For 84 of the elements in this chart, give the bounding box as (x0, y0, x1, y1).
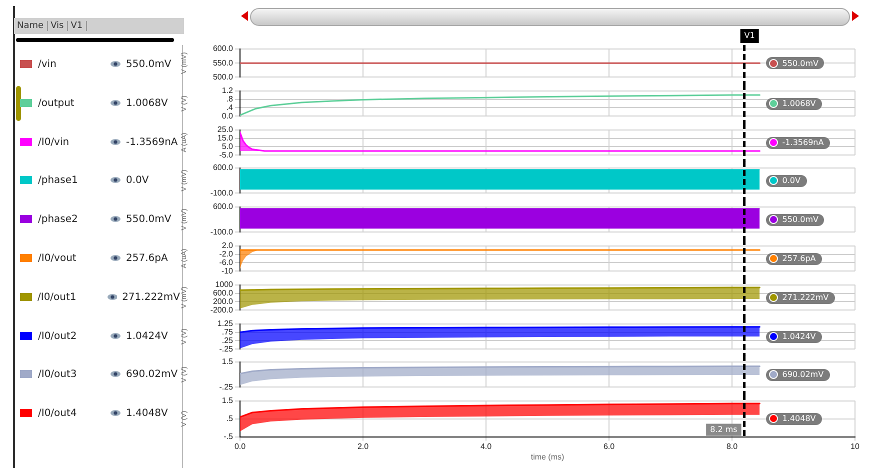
y-tick-label: 0.0 (222, 111, 234, 120)
readout-bubble: 1.0068V (766, 98, 822, 110)
readout-bubble: 1.4048V (766, 412, 822, 425)
y-tick-label: -.5 (224, 432, 234, 442)
text: 550.0mV (126, 214, 172, 224)
x-tick-label: 4.0 (480, 442, 492, 451)
y-tick-label: 2.0 (222, 241, 234, 250)
annotation: 550.0mV (782, 215, 818, 224)
text: -1.3569nA (126, 136, 178, 148)
y-tick-label: 600.0 (212, 288, 234, 298)
ref-line-label: 8.2 ms (710, 424, 738, 434)
ref-line-label: V1 (744, 31, 755, 40)
y-tick-label: .8 (226, 94, 234, 104)
text: 271.222mV (122, 292, 180, 302)
readout-bubble: 0.0V (766, 174, 806, 186)
legend-label: /phase1 (38, 174, 79, 186)
text: 1.0424V (126, 330, 168, 342)
annotation: 271.222mV (782, 293, 829, 302)
x-tick-label: 10 (850, 442, 860, 451)
text: 690.02mV (126, 368, 178, 380)
y-tick-label: .75 (222, 327, 234, 336)
annotation: -1.3569nA (782, 138, 824, 147)
readout-bubble: 271.222mV (766, 292, 835, 304)
text: 257.6pA (126, 252, 168, 264)
text: V1 (68, 21, 87, 31)
y-tick-label: 15.0 (217, 133, 234, 142)
y-tick-label: .4 (226, 102, 234, 112)
x-tick-label: 8.0 (726, 442, 738, 451)
y-tick-label: -100.0 (210, 227, 234, 236)
legend-label: /I0/out2 (38, 330, 78, 342)
text: 1.0068V (126, 98, 168, 108)
x-tick-label: 6.0 (603, 442, 616, 451)
text: 550.0mV (126, 58, 172, 70)
annotation: 690.02mV (782, 370, 824, 379)
text: 0.0V (126, 174, 149, 186)
y-tick-label: 600.0 (212, 163, 234, 172)
readout-bubble: 550.0mV (766, 57, 824, 70)
legend-label: /I0/out1 (38, 292, 78, 302)
annotation: 0.0V (782, 176, 800, 185)
readout-bubble: 550.0mV (766, 214, 824, 226)
text: Name (14, 21, 48, 31)
y-tick-label: 600.0 (212, 44, 234, 54)
legend-label: /output (38, 98, 76, 108)
y-tick-label: -100.0 (210, 188, 234, 198)
annotation: 1.0068V (782, 99, 816, 108)
annotation: 257.6pA (782, 254, 816, 263)
y-tick-label: 1.2 (222, 86, 234, 96)
y-tick-label: -.25 (219, 382, 234, 392)
annotation: 550.0mV (782, 58, 818, 68)
y-tick-label: 550.0 (212, 58, 234, 68)
legend-label: /I0/out4 (38, 408, 78, 418)
x-axis-title: time (ms) (530, 452, 564, 462)
y-tick-label: 600.0 (212, 202, 234, 212)
y-tick-label: -200.0 (210, 305, 234, 314)
y-tick-label: -10 (221, 266, 234, 276)
readout-bubble: 257.6pA (766, 252, 822, 264)
text: 1.4048V (126, 408, 168, 418)
legend-label: /I0/out3 (38, 368, 78, 380)
readout-bubble: 690.02mV (766, 368, 830, 380)
y-tick-label: -.25 (219, 344, 234, 354)
y-tick-label: 25.0 (217, 125, 234, 134)
y-tick-label: .25 (222, 336, 234, 345)
y-tick-label: 1.5 (222, 357, 234, 366)
y-tick-label: 1.25 (217, 319, 234, 328)
legend-label: /I0/vin (38, 136, 70, 148)
y-tick-label: -5.0 (219, 150, 234, 160)
y-tick-label: 200.0 (212, 296, 234, 306)
readout-bubble: 1.0424V (766, 330, 822, 342)
legend-label: /I0/vout (38, 252, 78, 264)
y-tick-label: -2.0 (219, 249, 234, 258)
legend-label: /phase2 (38, 214, 79, 224)
readout-bubble: -1.3569nA (766, 136, 830, 148)
y-tick-label: 500.0 (212, 72, 234, 82)
y-tick-label: 1000 (215, 280, 234, 290)
y-tick-label: 5.0 (222, 142, 234, 151)
y-tick-label: .5 (226, 414, 234, 424)
annotation: 1.0424V (782, 332, 816, 341)
legend-label: /vin (38, 58, 58, 70)
x-tick-label: 0.0 (234, 442, 246, 451)
x-tick-label: 2.0 (357, 442, 370, 451)
annotation: 1.4048V (782, 414, 816, 424)
text: Vis (48, 21, 68, 31)
y-tick-label: -6.0 (219, 258, 234, 267)
y-tick-label: 1.5 (222, 396, 234, 406)
